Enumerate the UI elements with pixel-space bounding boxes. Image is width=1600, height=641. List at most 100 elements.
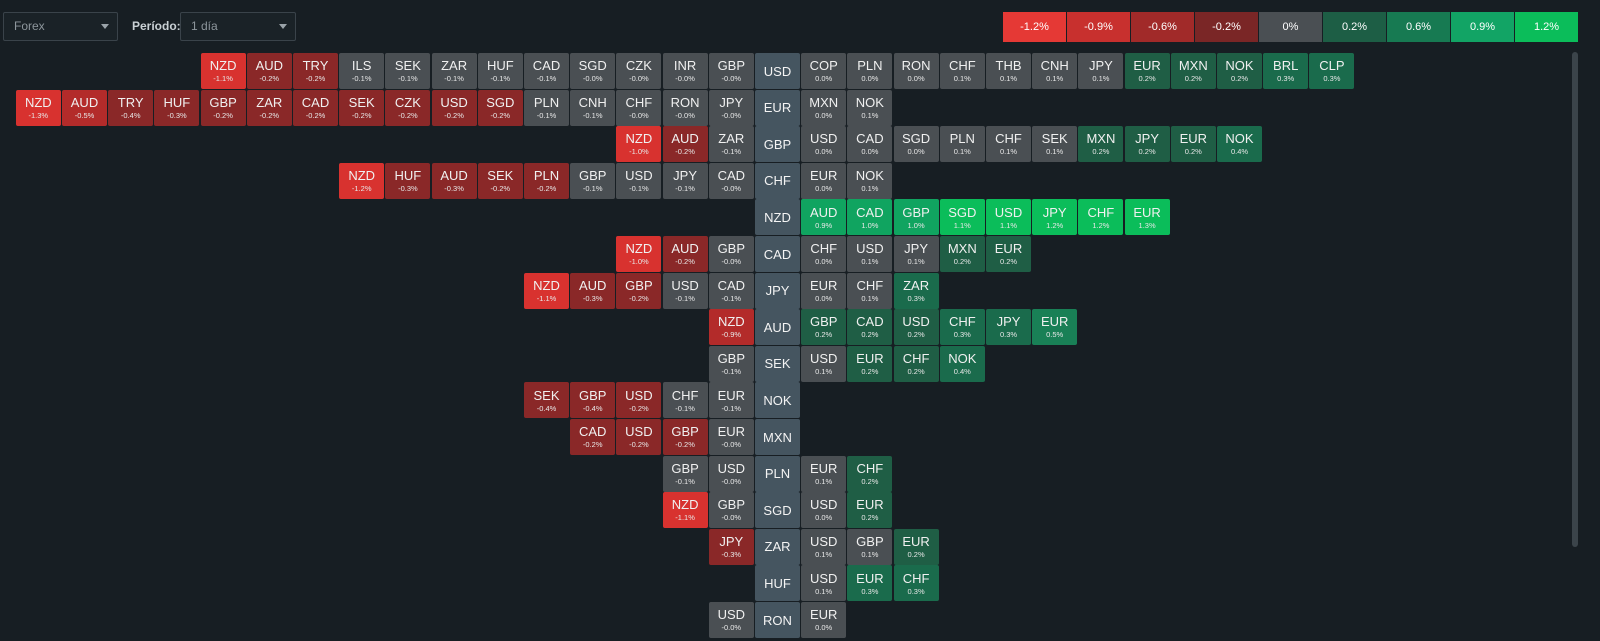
pair-cell[interactable]: SEK -0.1%	[385, 53, 431, 89]
pair-cell[interactable]: ZAR -0.1%	[431, 53, 477, 89]
pair-cell[interactable]: BRL 0.3%	[1263, 53, 1309, 89]
market-select[interactable]: Forex	[3, 12, 118, 41]
pair-cell[interactable]: AUD -0.2%	[662, 236, 708, 272]
pair-cell[interactable]: NZD -1.2%	[339, 162, 385, 199]
pair-cell[interactable]: EUR 1.3%	[1124, 199, 1170, 236]
pair-cell[interactable]: AUD -0.2%	[662, 126, 708, 163]
pair-cell[interactable]: NZD -1.0%	[616, 126, 662, 163]
pair-cell[interactable]: USD 1.1%	[986, 199, 1031, 236]
pair-cell[interactable]: NZD -1.3%	[15, 89, 61, 126]
period-select[interactable]: 1 día	[180, 12, 296, 41]
pair-cell[interactable]: MXN 0.2%	[939, 236, 985, 272]
pair-cell[interactable]: NOK 0.1%	[847, 162, 893, 199]
pair-cell[interactable]: NOK 0.1%	[847, 89, 893, 126]
pair-cell[interactable]: USD 0.1%	[847, 236, 893, 272]
pair-cell[interactable]: JPY 0.3%	[986, 309, 1031, 346]
pair-cell[interactable]: PLN -0.1%	[524, 89, 569, 126]
base-currency-cell[interactable]: GBP	[755, 126, 800, 163]
pair-cell[interactable]: CZK -0.2%	[385, 89, 431, 126]
pair-cell[interactable]: CHF 0.3%	[893, 565, 939, 602]
pair-cell[interactable]: ZAR -0.2%	[246, 89, 292, 126]
pair-cell[interactable]: CHF 0.2%	[847, 455, 893, 492]
pair-cell[interactable]: NZD -1.1%	[524, 272, 569, 309]
pair-cell[interactable]: EUR -0.0%	[708, 419, 754, 455]
pair-cell[interactable]: CNH -0.1%	[570, 89, 616, 126]
pair-cell[interactable]: GBP -0.4%	[570, 382, 616, 419]
base-currency-cell[interactable]: SGD	[755, 492, 800, 529]
base-currency-cell[interactable]: EUR	[755, 89, 800, 126]
pair-cell[interactable]: JPY -0.0%	[708, 89, 754, 126]
base-currency-cell[interactable]: CHF	[755, 162, 800, 199]
pair-cell[interactable]: USD 0.0%	[801, 492, 847, 529]
pair-cell[interactable]: EUR 0.5%	[1032, 309, 1078, 346]
pair-cell[interactable]: USD 0.1%	[801, 345, 847, 382]
pair-cell[interactable]: CAD -0.2%	[570, 419, 616, 455]
pair-cell[interactable]: GBP 0.1%	[847, 528, 893, 565]
pair-cell[interactable]: GBP -0.1%	[708, 345, 754, 382]
pair-cell[interactable]: SGD -0.0%	[570, 53, 616, 89]
pair-cell[interactable]: CHF 0.3%	[939, 309, 985, 346]
pair-cell[interactable]: EUR 0.0%	[801, 272, 847, 309]
pair-cell[interactable]: CHF 0.1%	[939, 53, 985, 89]
pair-cell[interactable]: USD -0.0%	[708, 602, 754, 638]
pair-cell[interactable]: EUR 0.2%	[893, 528, 939, 565]
pair-cell[interactable]: CAD -0.2%	[293, 89, 338, 126]
pair-cell[interactable]: CHF 0.2%	[893, 345, 939, 382]
pair-cell[interactable]: PLN -0.2%	[524, 162, 569, 199]
pair-cell[interactable]: USD -0.0%	[708, 455, 754, 492]
pair-cell[interactable]: GBP -0.1%	[570, 162, 616, 199]
pair-cell[interactable]: JPY 0.1%	[1078, 53, 1124, 89]
pair-cell[interactable]: CZK -0.0%	[616, 53, 662, 89]
pair-cell[interactable]: EUR 0.3%	[847, 565, 893, 602]
pair-cell[interactable]: ILS -0.1%	[339, 53, 385, 89]
pair-cell[interactable]: HUF -0.3%	[385, 162, 431, 199]
pair-cell[interactable]: EUR 0.0%	[801, 162, 847, 199]
pair-cell[interactable]: EUR 0.1%	[801, 455, 847, 492]
pair-cell[interactable]: USD -0.1%	[662, 272, 708, 309]
pair-cell[interactable]: GBP -0.2%	[662, 419, 708, 455]
pair-cell[interactable]: TRY -0.2%	[293, 53, 338, 89]
pair-cell[interactable]: USD -0.2%	[616, 419, 662, 455]
pair-cell[interactable]: CHF 0.0%	[801, 236, 847, 272]
pair-cell[interactable]: SEK -0.2%	[477, 162, 523, 199]
base-currency-cell[interactable]: PLN	[755, 455, 800, 492]
pair-cell[interactable]: SGD -0.2%	[477, 89, 523, 126]
pair-cell[interactable]: GBP 1.0%	[893, 199, 939, 236]
pair-cell[interactable]: USD 0.1%	[801, 565, 847, 602]
scrollbar-thumb[interactable]	[1572, 52, 1578, 547]
pair-cell[interactable]: EUR 0.2%	[1124, 53, 1170, 89]
pair-cell[interactable]: NZD -0.9%	[708, 309, 754, 346]
base-currency-cell[interactable]: ZAR	[755, 528, 800, 565]
pair-cell[interactable]: CHF -0.0%	[616, 89, 662, 126]
pair-cell[interactable]: NOK 0.2%	[1217, 53, 1262, 89]
pair-cell[interactable]: EUR 0.2%	[847, 345, 893, 382]
pair-cell[interactable]: NZD -1.1%	[200, 53, 246, 89]
base-currency-cell[interactable]: CAD	[755, 236, 800, 272]
pair-cell[interactable]: USD -0.1%	[616, 162, 662, 199]
pair-cell[interactable]: HUF -0.3%	[154, 89, 200, 126]
pair-cell[interactable]: USD 0.2%	[893, 309, 939, 346]
pair-cell[interactable]: CAD -0.1%	[708, 272, 754, 309]
base-currency-cell[interactable]: NOK	[755, 382, 800, 419]
base-currency-cell[interactable]: SEK	[755, 345, 800, 382]
base-currency-cell[interactable]: HUF	[755, 565, 800, 602]
base-currency-cell[interactable]: MXN	[755, 419, 800, 455]
pair-cell[interactable]: AUD -0.5%	[62, 89, 107, 126]
pair-cell[interactable]: CHF 1.2%	[1078, 199, 1124, 236]
pair-cell[interactable]: USD -0.2%	[431, 89, 477, 126]
pair-cell[interactable]: COP 0.0%	[801, 53, 847, 89]
pair-cell[interactable]: USD -0.2%	[616, 382, 662, 419]
pair-cell[interactable]: NOK 0.4%	[939, 345, 985, 382]
pair-cell[interactable]: SGD 0.0%	[893, 126, 939, 163]
pair-cell[interactable]: GBP -0.0%	[708, 492, 754, 529]
pair-cell[interactable]: CAD -0.0%	[708, 162, 754, 199]
pair-cell[interactable]: NZD -1.0%	[616, 236, 662, 272]
pair-cell[interactable]: CAD 1.0%	[847, 199, 893, 236]
pair-cell[interactable]: JPY 1.2%	[1032, 199, 1078, 236]
pair-cell[interactable]: CAD -0.1%	[524, 53, 569, 89]
pair-cell[interactable]: CAD 0.2%	[847, 309, 893, 346]
pair-cell[interactable]: USD 0.1%	[801, 528, 847, 565]
base-currency-cell[interactable]: RON	[755, 602, 800, 638]
pair-cell[interactable]: AUD -0.3%	[570, 272, 616, 309]
base-currency-cell[interactable]: JPY	[755, 272, 800, 309]
